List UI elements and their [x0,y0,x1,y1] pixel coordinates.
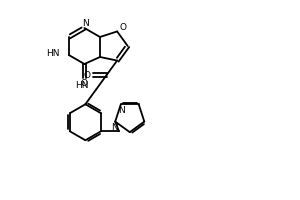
Text: N: N [118,106,125,115]
Text: O: O [81,79,88,88]
Text: HN: HN [76,81,89,90]
Text: N: N [82,19,89,27]
Text: N: N [111,123,118,132]
Text: O: O [120,23,127,32]
Text: HN: HN [46,49,60,58]
Text: O: O [83,71,90,80]
